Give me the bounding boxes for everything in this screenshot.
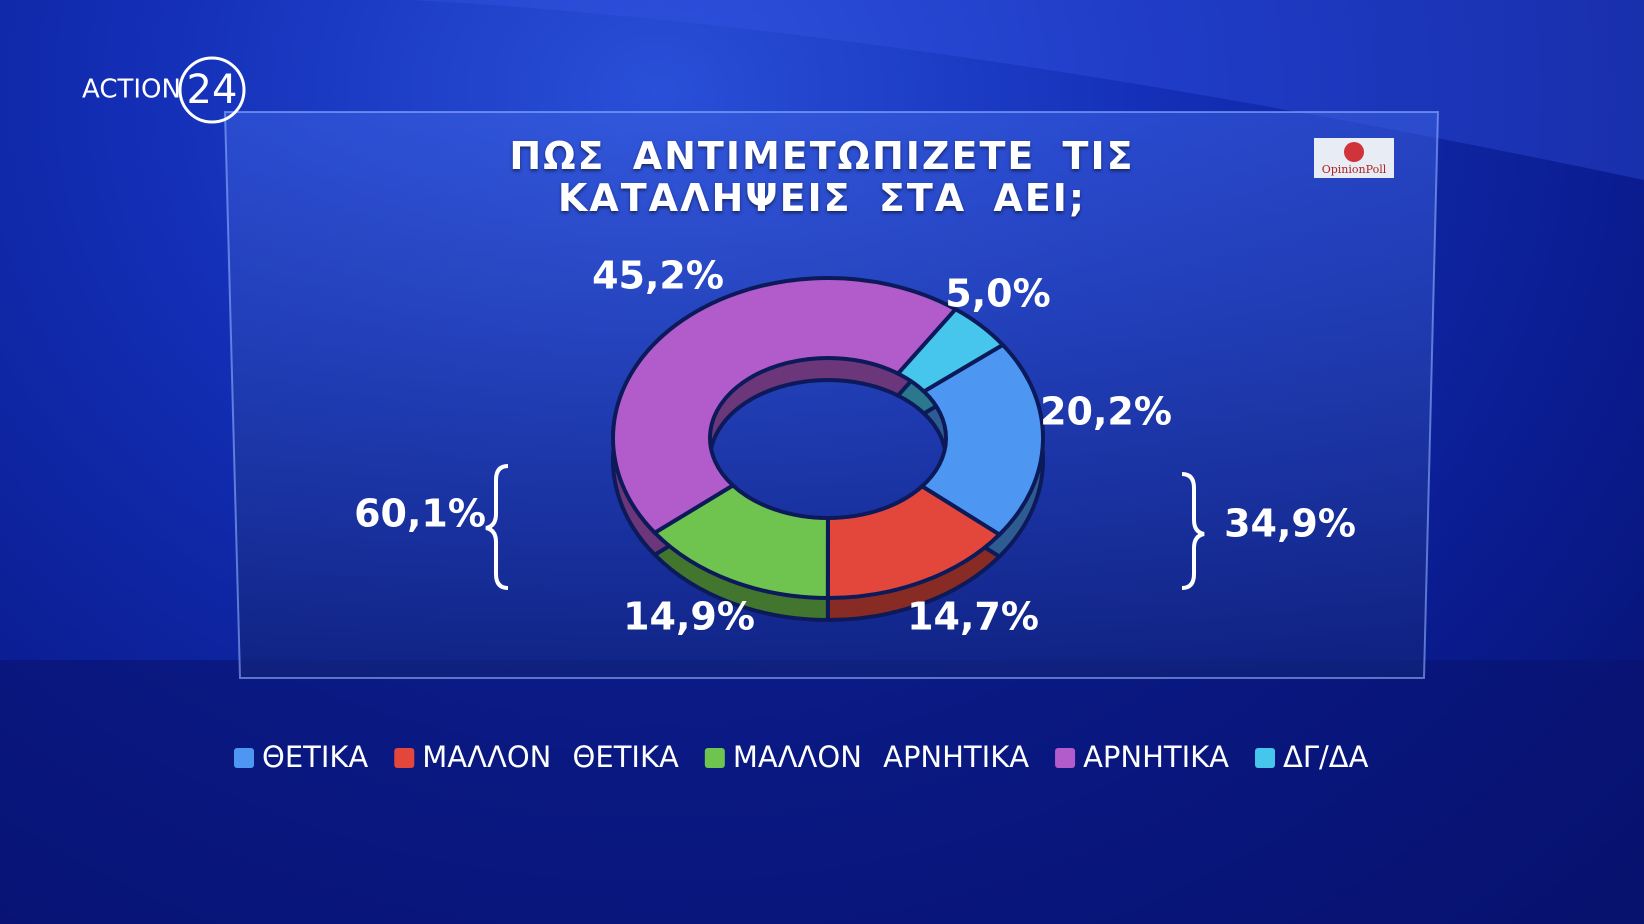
data-label: 20,2% bbox=[1040, 390, 1172, 434]
legend-label: ΑΡΝΗΤΙΚΑ bbox=[1083, 740, 1229, 774]
data-label: 45,2% bbox=[592, 254, 724, 298]
logo-text: ACTION bbox=[82, 75, 181, 105]
glass-panel bbox=[223, 111, 1440, 679]
slice-top bbox=[918, 342, 1045, 538]
bracket-right bbox=[1181, 472, 1205, 590]
data-label: 14,7% bbox=[907, 595, 1039, 639]
slice bbox=[611, 276, 959, 536]
data-label: 14,9% bbox=[623, 595, 755, 639]
legend-label: ΜΑΛΛΟΝ ΑΡΝΗΤΙΚΑ bbox=[733, 740, 1029, 774]
channel-logo: ACTION 24 bbox=[82, 56, 246, 124]
slice-top bbox=[611, 276, 959, 536]
legend-swatch bbox=[1255, 748, 1276, 768]
floor bbox=[0, 660, 1644, 924]
legend-swatch bbox=[704, 748, 725, 768]
slice-tops bbox=[611, 276, 1045, 601]
source-text: OpinionPoll bbox=[1322, 163, 1387, 176]
legend-swatch bbox=[394, 748, 415, 768]
logo-number: 24 bbox=[187, 67, 238, 113]
slice-top bbox=[894, 306, 1007, 394]
source-dot bbox=[1344, 142, 1364, 162]
slice bbox=[894, 306, 1007, 394]
legend-swatch bbox=[234, 748, 254, 768]
legend-label: ΘΕΤΙΚΑ bbox=[262, 740, 368, 774]
source-logo: OpinionPoll bbox=[1314, 138, 1394, 178]
bg-swoosh bbox=[0, 0, 1644, 180]
legend-swatch bbox=[1055, 748, 1076, 768]
slice bbox=[918, 342, 1045, 538]
chart-title: ΠΩΣ ΑΝΤΙΜΕΤΩΠΙΖΕΤΕ ΤΙΣ ΚΑΤΑΛΗΨΕΙΣ ΣΤΑ ΑΕ… bbox=[509, 134, 1135, 220]
bracket-left bbox=[485, 464, 509, 590]
group-total: 34,9% bbox=[1224, 502, 1356, 546]
data-label: 5,0% bbox=[945, 272, 1050, 316]
legend-label: ΔΓ/ΔΑ bbox=[1283, 740, 1369, 774]
group-total: 60,1% bbox=[354, 492, 486, 536]
legend-label: ΜΑΛΛΟΝ ΘΕΤΙΚΑ bbox=[422, 740, 679, 774]
logo-ring bbox=[178, 56, 246, 124]
